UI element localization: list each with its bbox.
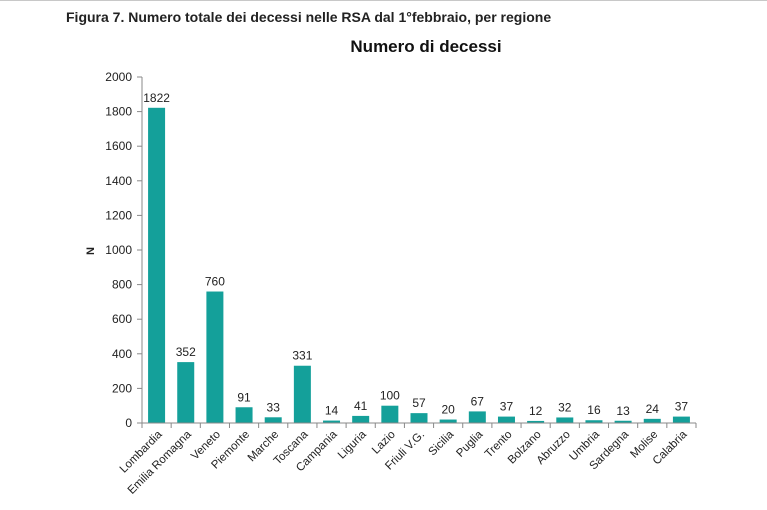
y-tick-label: 200 [112,381,132,395]
data-label: 16 [587,403,601,417]
bar-puglia [468,411,486,423]
bar-toscana [293,365,311,423]
top-divider [0,0,767,1]
y-tick-label: 1200 [105,208,132,222]
y-tick-label: 400 [112,347,132,361]
data-label: 41 [354,399,368,413]
bar-molise [643,418,661,423]
data-label: 1822 [143,91,170,105]
data-label: 32 [558,400,572,414]
bar-trento [497,416,515,423]
y-tick-label: 2000 [105,70,132,84]
bar-abruzzo [556,417,574,423]
x-axis-ticks [141,423,697,428]
data-label: 91 [237,390,251,404]
bar-friuli-v-g- [410,413,428,423]
bar-lazio [381,405,399,423]
bar-bolzano [527,420,545,423]
bar-umbria [585,420,603,423]
data-label: 12 [529,404,543,418]
figure-caption: Figura 7. Numero totale dei decessi nell… [66,9,552,25]
data-label: 37 [675,400,689,414]
bar-liguria [352,415,370,423]
data-label: 37 [500,400,514,414]
y-axis-title: N [85,247,97,255]
data-label: 33 [267,400,281,414]
data-label: 67 [471,394,485,408]
category-label: Puglia [454,428,486,460]
bar-piemonte [235,407,253,423]
data-label: 57 [412,396,426,410]
y-tick-label: 800 [112,278,132,292]
y-axis-ticks: 0 200 400 600 800 1000 1200 1400 1600 1800 2000 [105,70,142,430]
data-label: 100 [380,389,400,403]
bar-calabria [672,416,690,423]
data-labels: 1822 352 760 91 33 331 14 41 100 57 20 67 37 12 32 16 13… [143,91,688,418]
y-tick-label: 1400 [105,174,132,188]
y-tick-label: 1000 [105,243,132,257]
data-label: 14 [325,404,339,418]
data-label: 352 [176,345,196,359]
data-label: 24 [646,402,660,416]
bar-sicilia [439,419,457,423]
chart-title: Numero di decessi [350,37,502,56]
data-label: 331 [292,349,312,363]
category-label: Sicilia [427,428,457,458]
bar-lombardia [148,107,166,423]
bar-sardegna [614,420,632,423]
bars [148,107,690,423]
y-tick-label: 1600 [105,139,132,153]
bar-campania [323,420,341,423]
axes [141,77,696,424]
y-tick-label: 0 [125,416,132,430]
category-label: Liguria [336,428,369,461]
y-tick-label: 600 [112,312,132,326]
bar-marche [264,417,282,423]
y-tick-label: 1800 [105,105,132,119]
bar-veneto [206,291,224,423]
data-label: 13 [616,404,630,418]
data-label: 20 [441,403,455,417]
bar-emilia-romagna [177,362,195,423]
data-label: 760 [205,275,225,289]
